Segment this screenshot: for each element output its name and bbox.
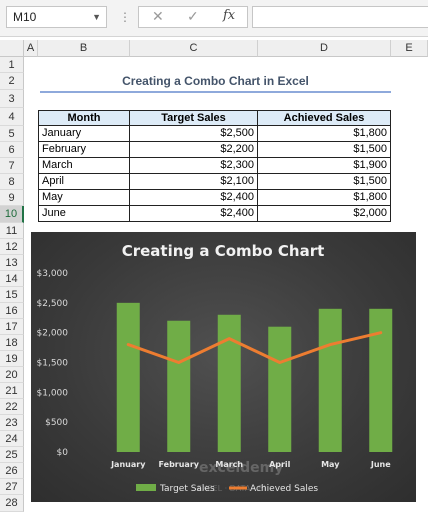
cell-achieved[interactable]: $1,500 <box>258 142 391 158</box>
column-header-e[interactable]: E <box>391 40 428 57</box>
row-header-14[interactable]: 14 <box>0 271 24 287</box>
cell-month[interactable]: June <box>38 206 130 222</box>
bar-target-sales <box>268 326 292 452</box>
x-tick-label: May <box>321 460 340 469</box>
y-tick-label: $500 <box>45 418 68 428</box>
cell-month[interactable]: March <box>38 158 130 174</box>
row-header-17[interactable]: 17 <box>0 319 24 335</box>
x-tick-label: February <box>159 460 200 469</box>
header-target-sales[interactable]: Target Sales <box>130 110 258 126</box>
y-tick-label: $1,000 <box>37 388 69 398</box>
row-header-24[interactable]: 24 <box>0 431 24 447</box>
cell-achieved[interactable]: $1,800 <box>258 126 391 142</box>
formula-input[interactable] <box>252 6 428 28</box>
formula-buttons: ✕ ✓ fx <box>138 6 248 28</box>
y-tick-label: $2,500 <box>37 299 69 309</box>
header-month[interactable]: Month <box>38 110 130 126</box>
y-tick-label: $1,500 <box>37 359 69 369</box>
row-header-9[interactable]: 9 <box>0 190 24 206</box>
column-header-c[interactable]: C <box>130 40 258 57</box>
bar-target-sales <box>167 320 191 452</box>
y-tick-label: $2,000 <box>37 329 69 339</box>
row-header-25[interactable]: 25 <box>0 447 24 463</box>
row-header-19[interactable]: 19 <box>0 351 24 367</box>
legend-label-target-sales: Target Sales <box>159 484 215 494</box>
legend-label-achieved-sales: Achieved Sales <box>250 484 318 494</box>
insert-function-icon[interactable]: fx <box>223 8 236 23</box>
row-header-10[interactable]: 10 <box>0 206 24 223</box>
row-header-27[interactable]: 27 <box>0 479 24 495</box>
row-header-23[interactable]: 23 <box>0 415 24 431</box>
row-header-18[interactable]: 18 <box>0 335 24 351</box>
cell-target[interactable]: $2,400 <box>130 190 258 206</box>
cell-month[interactable]: April <box>38 174 130 190</box>
row-header-26[interactable]: 26 <box>0 463 24 479</box>
row-header-13[interactable]: 13 <box>0 255 24 271</box>
row-header-28[interactable]: 28 <box>0 495 24 512</box>
bar-target-sales <box>369 308 393 452</box>
cell-target[interactable]: $2,100 <box>130 174 258 190</box>
row-header-15[interactable]: 15 <box>0 287 24 303</box>
cell-month[interactable]: May <box>38 190 130 206</box>
x-tick-label: January <box>110 460 146 469</box>
row-header-21[interactable]: 21 <box>0 383 24 399</box>
line-achieved-sales <box>126 331 383 364</box>
formula-bar: M10 ▼ ⋮ ✕ ✓ fx <box>0 0 428 37</box>
chart-title: Creating a Combo Chart <box>122 242 325 260</box>
row-header-12[interactable]: 12 <box>0 239 24 255</box>
bar-target-sales <box>116 302 140 452</box>
cell-achieved[interactable]: $1,800 <box>258 190 391 206</box>
cell-target[interactable]: $2,500 <box>130 126 258 142</box>
sheet-title: Creating a Combo Chart in Excel <box>122 74 309 88</box>
row-header-22[interactable]: 22 <box>0 399 24 415</box>
cell-achieved[interactable]: $1,500 <box>258 174 391 190</box>
column-header-d[interactable]: D <box>258 40 391 57</box>
name-box[interactable]: M10 ▼ <box>6 6 107 28</box>
watermark-brand: exceldemy <box>199 460 283 476</box>
row-header-2[interactable]: 2 <box>0 73 24 90</box>
row-header-6[interactable]: 6 <box>0 142 24 158</box>
row-header-16[interactable]: 16 <box>0 303 24 319</box>
cancel-icon[interactable]: ✕ <box>152 8 164 24</box>
row-header-3[interactable]: 3 <box>0 90 24 108</box>
row-header-20[interactable]: 20 <box>0 367 24 383</box>
title-underline <box>40 91 391 93</box>
column-header-b[interactable]: B <box>38 40 130 57</box>
x-tick-label: April <box>269 460 291 469</box>
bar-target-sales <box>318 308 342 452</box>
row-header-7[interactable]: 7 <box>0 158 24 174</box>
row-header-4[interactable]: 4 <box>0 108 24 126</box>
cell-target[interactable]: $2,200 <box>130 142 258 158</box>
x-tick-label: March <box>215 460 243 469</box>
enter-icon[interactable]: ✓ <box>187 8 199 24</box>
more-options-icon[interactable]: ⋮ <box>119 10 131 24</box>
column-header-a[interactable]: A <box>24 40 38 57</box>
row-header-8[interactable]: 8 <box>0 174 24 190</box>
x-tick-label: June <box>370 460 391 469</box>
y-tick-label: $3,000 <box>37 269 69 279</box>
row-header-11[interactable]: 11 <box>0 223 24 239</box>
bar-target-sales <box>217 314 241 452</box>
cell-month[interactable]: January <box>38 126 130 142</box>
y-tick-label: $0 <box>57 448 69 458</box>
name-box-value: M10 <box>13 10 37 24</box>
select-all-corner[interactable] <box>0 40 24 57</box>
header-achieved-sales[interactable]: Achieved Sales <box>258 110 391 126</box>
cell-achieved[interactable]: $2,000 <box>258 206 391 222</box>
cell-achieved[interactable]: $1,900 <box>258 158 391 174</box>
combo-chart[interactable]: Creating a Combo Chart exceldemy EXCEL ·… <box>31 232 416 502</box>
row-header-1[interactable]: 1 <box>0 57 24 73</box>
chart-svg: Creating a Combo Chart exceldemy EXCEL ·… <box>37 242 393 494</box>
chevron-down-icon[interactable]: ▼ <box>92 12 101 22</box>
row-header-5[interactable]: 5 <box>0 126 24 142</box>
legend-swatch-target-sales <box>136 484 156 491</box>
cell-target[interactable]: $2,400 <box>130 206 258 222</box>
cell-month[interactable]: February <box>38 142 130 158</box>
cell-target[interactable]: $2,300 <box>130 158 258 174</box>
